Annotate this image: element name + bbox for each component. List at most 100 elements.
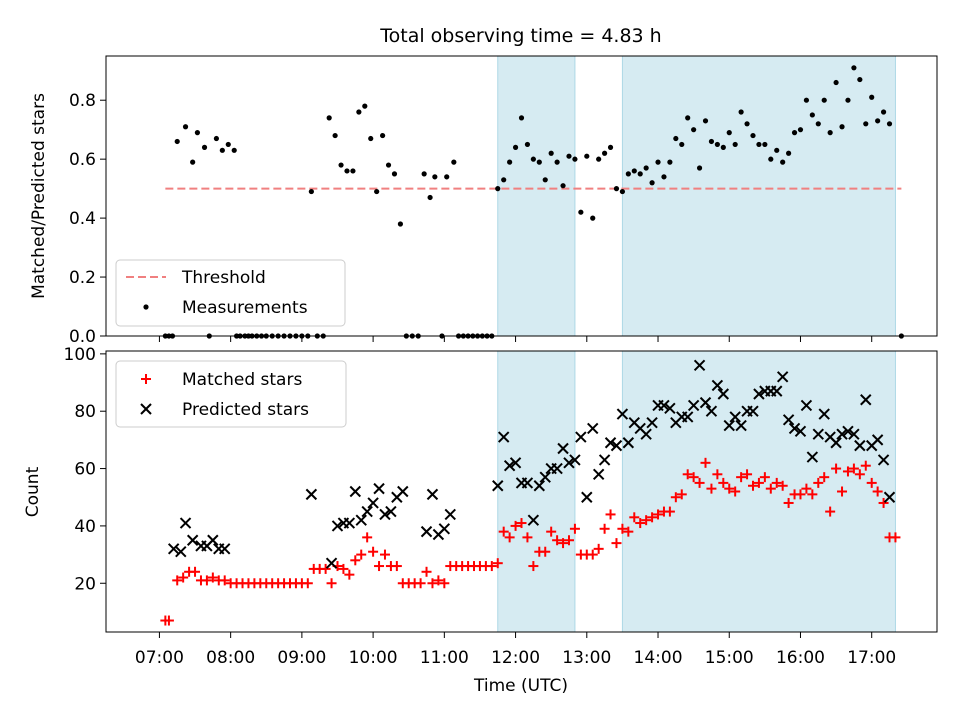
measurement-point	[432, 174, 438, 180]
x-tick-label: 07:00	[135, 648, 184, 668]
predicted-stars-point	[776, 371, 789, 383]
matched-stars-point	[777, 480, 788, 491]
measurement-point	[512, 144, 519, 150]
matched-stars-point	[866, 477, 877, 488]
predicted-stars-point	[167, 543, 180, 555]
predicted-stars-point	[687, 399, 700, 412]
predicted-stars-point	[836, 428, 848, 440]
measurement-point	[190, 159, 196, 165]
matched-stars-point	[320, 563, 331, 574]
predicted-stars-point	[219, 543, 231, 555]
legend-measurements-label: Measurements	[182, 298, 308, 318]
measurement-point	[182, 124, 189, 130]
predicted-stars-point	[729, 411, 741, 423]
predicted-stars-point	[812, 428, 824, 440]
matched-stars-point	[629, 512, 640, 523]
matched-stars-point	[611, 538, 622, 549]
measurement-point	[880, 109, 887, 115]
measurement-point	[451, 159, 457, 165]
predicted-stars-point	[646, 416, 658, 429]
predicted-stars-point	[842, 425, 854, 437]
measurement-point	[201, 144, 208, 150]
measurement-point	[338, 162, 344, 168]
predicted-stars-point	[883, 491, 896, 503]
predicted-stars-point	[521, 477, 534, 489]
measurement-point	[786, 150, 792, 156]
predicted-stars-point	[711, 379, 724, 392]
measurement-point	[655, 159, 661, 165]
matched-stars-point	[623, 526, 634, 537]
matched-stars-point	[860, 460, 871, 471]
matched-stars-point	[338, 563, 349, 574]
measurement-point	[738, 109, 744, 115]
measurement-point	[815, 121, 821, 127]
predicted-stars-point	[373, 482, 385, 495]
measurement-point	[385, 162, 392, 168]
matched-stars-point	[694, 477, 705, 488]
measurement-point	[833, 79, 839, 86]
matched-stars-point	[706, 483, 717, 494]
measurement-point	[421, 171, 427, 177]
matched-stars-point	[362, 532, 373, 543]
measurement-point	[637, 171, 643, 177]
measurement-point	[685, 115, 691, 121]
measurement-point	[584, 153, 590, 159]
predicted-stars-point	[186, 534, 199, 546]
matched-stars-point	[617, 523, 628, 534]
y-tick-label: 0.8	[69, 91, 96, 111]
top-plot-frame	[105, 55, 938, 337]
predicted-stars-point	[848, 428, 860, 440]
matched-stars-point	[302, 578, 313, 589]
bottom-y-axis: 20 40 60 80 100	[64, 345, 106, 594]
predicted-stars-point	[563, 457, 575, 469]
measurement-point	[231, 147, 237, 153]
top-y-axis-label: Matched/Predicted stars	[29, 93, 49, 299]
matched-stars-point	[492, 558, 503, 569]
matched-stars-point	[700, 457, 711, 468]
measurement-point	[350, 168, 356, 174]
measurement-point	[362, 103, 368, 109]
measurement-point	[649, 180, 655, 186]
measurement-point	[732, 141, 738, 148]
predicted-stars-point	[349, 485, 362, 498]
predicted-stars-point	[699, 396, 712, 409]
predicted-stars-point	[325, 557, 338, 569]
bottom-plot-frame	[105, 350, 938, 633]
predicted-stars-point	[581, 491, 593, 503]
y-tick-label: 80	[74, 402, 96, 422]
measurement-point	[803, 97, 810, 103]
predicted-stars-point	[426, 488, 439, 501]
legend-measurements-swatch	[143, 304, 149, 310]
matched-stars-point	[765, 483, 776, 494]
matched-stars-point	[439, 578, 450, 589]
y-tick-label: 0.4	[69, 209, 96, 229]
predicted-stars-point	[681, 411, 694, 423]
measurement-point	[756, 141, 762, 148]
predicted-stars-point	[438, 523, 451, 535]
predicted-stars-point	[753, 388, 765, 400]
matched-stars-point	[421, 566, 432, 577]
matched-stars-point	[587, 549, 598, 560]
predicted-stars-point	[610, 439, 623, 452]
matched-stars-point	[344, 569, 355, 580]
matched-stars-point	[783, 497, 794, 508]
predicted-stars-point	[860, 394, 872, 406]
matched-stars-point	[569, 523, 580, 534]
predicted-stars-point	[533, 480, 546, 492]
measurement-point	[780, 159, 786, 165]
matched-stars-point	[172, 575, 183, 586]
measurement-point	[714, 141, 720, 148]
x-tick-label: 09:00	[277, 648, 326, 668]
matched-stars-point	[379, 549, 390, 560]
predicted-stars-point	[640, 428, 652, 440]
measurement-point	[809, 112, 815, 118]
matched-stars-point	[433, 575, 444, 586]
predicted-stars-point	[492, 480, 504, 492]
measurement-point	[625, 171, 631, 177]
matched-stars-point	[819, 472, 830, 483]
measurement-point	[578, 209, 584, 215]
predicted-stars-point	[305, 488, 318, 501]
measurement-point	[572, 156, 578, 162]
predicted-stars-point	[717, 388, 730, 400]
bottom-panel: 20 40 60 80 100 07:00 08:00 09:00 10:00 11:00 12:…	[23, 345, 938, 696]
